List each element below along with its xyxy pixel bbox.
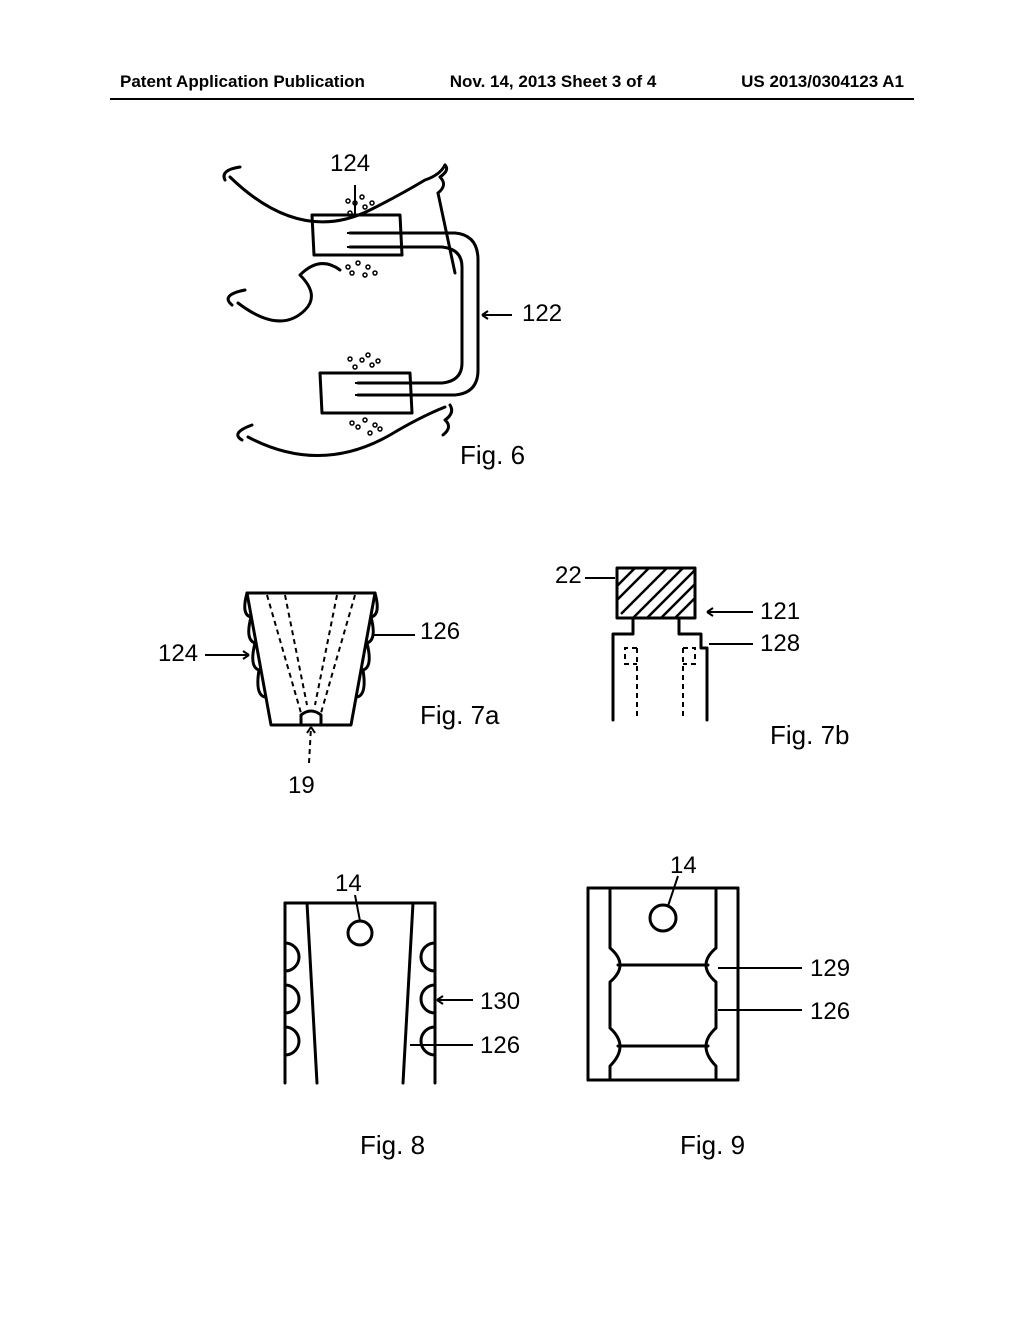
ref-124-fig7a: 124: [158, 640, 198, 668]
figure-9: [560, 870, 820, 1120]
figure-9-label: Fig. 9: [680, 1130, 745, 1161]
figure-6-label: Fig. 6: [460, 440, 525, 471]
ref-126-fig8: 126: [480, 1032, 520, 1060]
figure-7a: [205, 585, 425, 775]
page-header: Patent Application Publication Nov. 14, …: [0, 72, 1024, 92]
ref-128-fig7b: 128: [760, 630, 800, 658]
ref-122-fig6: 122: [522, 300, 562, 328]
header-left: Patent Application Publication: [120, 72, 365, 92]
ref-22-fig7b: 22: [555, 562, 582, 590]
ref-121-fig7b: 121: [760, 598, 800, 626]
figure-7a-label: Fig. 7a: [420, 700, 500, 731]
ref-130-fig8: 130: [480, 988, 520, 1016]
ref-124-fig6: 124: [330, 150, 370, 178]
header-rule: [110, 98, 914, 100]
ref-14-fig8: 14: [335, 870, 362, 898]
header-center: Nov. 14, 2013 Sheet 3 of 4: [450, 72, 657, 92]
figure-8-label: Fig. 8: [360, 1130, 425, 1161]
figure-7b-label: Fig. 7b: [770, 720, 850, 751]
figure-8: [255, 895, 485, 1120]
ref-14-fig9: 14: [670, 852, 697, 880]
ref-129-fig9: 129: [810, 955, 850, 983]
ref-126-fig9: 126: [810, 998, 850, 1026]
figure-6: [190, 155, 550, 485]
ref-126-fig7a: 126: [420, 618, 460, 646]
figure-7b: [555, 560, 795, 760]
ref-19-fig7a: 19: [288, 772, 315, 800]
header-right: US 2013/0304123 A1: [741, 72, 904, 92]
